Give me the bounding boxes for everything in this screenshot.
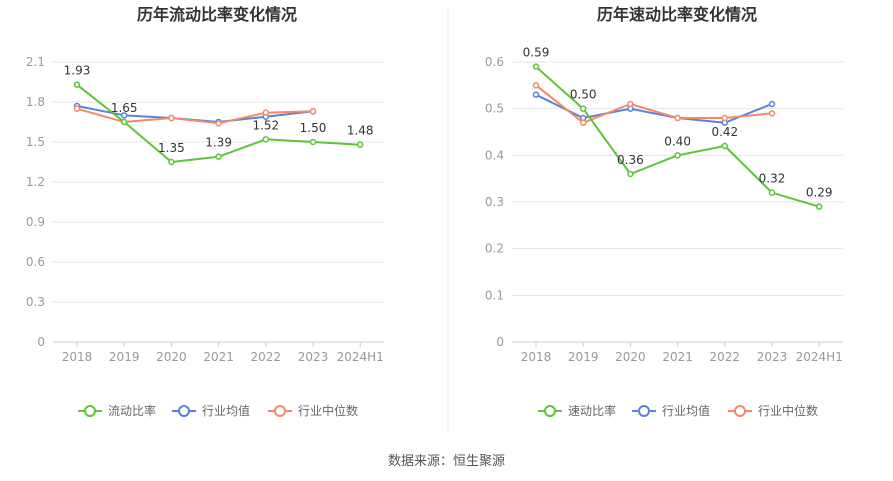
chart-2-data-label: 0.42 [711, 125, 738, 139]
chart-1-series-3-point [262, 109, 270, 116]
chart-1-legend-swatch-marker [178, 405, 190, 417]
chart-1-x-tick-label: 2021 [203, 350, 234, 364]
chart-2-y-tick-label: 0.2 [485, 242, 504, 256]
chart-2-series-1-point [721, 142, 729, 150]
chart-1-y-tick-label: 1.2 [26, 175, 45, 189]
chart-1-x-tick-label: 2023 [298, 350, 329, 364]
chart-1-y-tick-label: 0.6 [26, 255, 45, 269]
chart-2-title: 历年速动比率变化情况 [597, 5, 757, 24]
chart-2-legend-swatch-marker [638, 405, 650, 417]
chart-2-x-tick-label: 2018 [521, 350, 552, 364]
chart-1-series-1-point [168, 158, 175, 166]
chart-2-x-tick-label: 2022 [710, 350, 741, 364]
chart-1-series-1-point [309, 138, 317, 146]
chart-1-series-3-point [309, 108, 317, 115]
chart-1-series-3-point [73, 105, 81, 112]
chart-2-y-tick-label: 0 [496, 335, 504, 349]
chart-1-series-1-point [215, 153, 222, 160]
chart-1-data-label: 1.35 [158, 141, 185, 155]
chart-2-series-1-point [532, 63, 540, 70]
chart-1-series-3-point [168, 114, 175, 122]
chart-2-x-tick-label: 2020 [615, 350, 646, 364]
chart-1-x-tick-label: 2022 [251, 350, 282, 364]
chart-2-series-1-point [579, 105, 587, 112]
chart-2-series-1-point [768, 189, 776, 196]
chart-1-title: 历年流动比率变化情况 [137, 5, 297, 24]
chart-2-series-3-point [579, 119, 587, 126]
charts-canvas: 历年流动比率变化情况 0 0.3 0.6 0.9 1.2 1.5 1.8 2.1 2018 2019… [26, 5, 843, 430]
chart-1-data-label: 1.93 [64, 64, 91, 78]
chart-2-series-2-line [535, 93, 773, 124]
chart-2-series-3-point [532, 82, 540, 89]
chart-2-data-label: 0.32 [759, 172, 786, 186]
chart-1-data-label: 1.39 [205, 136, 232, 150]
chart-1-data-label: 1.52 [252, 118, 279, 132]
chart-2-y-tick-label: 0.5 [485, 102, 504, 116]
chart-1-x-tick-label: 2018 [62, 350, 93, 364]
chart-2-data-label: 0.50 [570, 88, 597, 102]
chart-2-legend-label: 行业中位数 [758, 403, 818, 418]
chart-2-legend-label: 行业均值 [662, 403, 710, 418]
chart-1-y-tick-label: 2.1 [26, 55, 45, 69]
chart-1-series-1-point [120, 118, 128, 126]
chart-2-x-tick-label: 2023 [757, 350, 788, 364]
chart-2-series-3-point [768, 110, 776, 117]
chart-1-legend-label: 流动比率 [108, 403, 156, 418]
chart-2-data-label: 0.59 [523, 46, 550, 60]
chart-2-series-2-point [768, 100, 776, 108]
chart-2-x-tick-label: 2024H1 [796, 350, 843, 364]
chart-1-x-tick-label: 2024H1 [337, 350, 384, 364]
chart-2-data-label: 0.29 [806, 186, 833, 200]
chart-2-y-tick-label: 0.4 [485, 148, 504, 162]
chart-1-series-1-point [73, 81, 81, 88]
chart-2-series-2-point [532, 91, 540, 98]
chart-2-series-1-point [815, 203, 823, 210]
chart-1-y-tick-label: 0 [37, 335, 45, 349]
chart-2-series-3-point [721, 114, 729, 122]
chart-2-y-tick-label: 0.1 [485, 288, 504, 302]
chart-1-series-1-point [262, 136, 270, 143]
chart-1-legend-swatch-marker [84, 405, 96, 417]
chart-2-x-tick-label: 2019 [568, 350, 599, 364]
source-note: 数据来源：恒生聚源 [387, 454, 505, 469]
chart-1-y-tick-label: 1.8 [26, 95, 45, 109]
chart-2-legend-swatch-marker [544, 405, 556, 417]
chart-1-y-tick-label: 0.9 [26, 215, 45, 229]
chart-1-series-3-point [215, 120, 222, 127]
chart-2-x-tick-label: 2021 [662, 350, 693, 364]
chart-2-y-tick-label: 0.6 [485, 55, 504, 69]
chart-1-legend-label: 行业均值 [202, 403, 250, 418]
chart-2-legend-swatch-marker [734, 405, 746, 417]
chart-2-series-1-point [627, 170, 634, 178]
chart-2-y-tick-label: 0.3 [485, 195, 504, 209]
chart-1-data-label: 1.48 [347, 124, 374, 138]
chart-1-y-tick-label: 1.5 [26, 135, 45, 149]
chart-1-legend-label: 行业中位数 [298, 403, 358, 418]
chart-2-series-3-point [627, 100, 634, 108]
chart-2-series-3-point [674, 114, 681, 122]
chart-1-y-tick-label: 0.3 [26, 295, 45, 309]
chart-2-series-1-point [674, 152, 681, 159]
chart-1-series-2-point [120, 112, 128, 119]
chart-1-series-3-line [76, 107, 314, 125]
chart-2-data-label: 0.36 [617, 153, 644, 167]
chart-1-data-label: 1.50 [300, 121, 327, 135]
chart-1-legend-swatch-marker [274, 405, 286, 417]
chart-1-series-1-point [356, 141, 364, 148]
chart-2-series-3-line [535, 84, 773, 124]
chart-1-data-label: 1.65 [111, 101, 138, 115]
chart-2-data-label: 0.40 [664, 134, 691, 148]
chart-1-x-tick-label: 2020 [156, 350, 187, 364]
chart-2-legend-label: 速动比率 [568, 403, 616, 418]
chart-1-x-tick-label: 2019 [109, 350, 140, 364]
